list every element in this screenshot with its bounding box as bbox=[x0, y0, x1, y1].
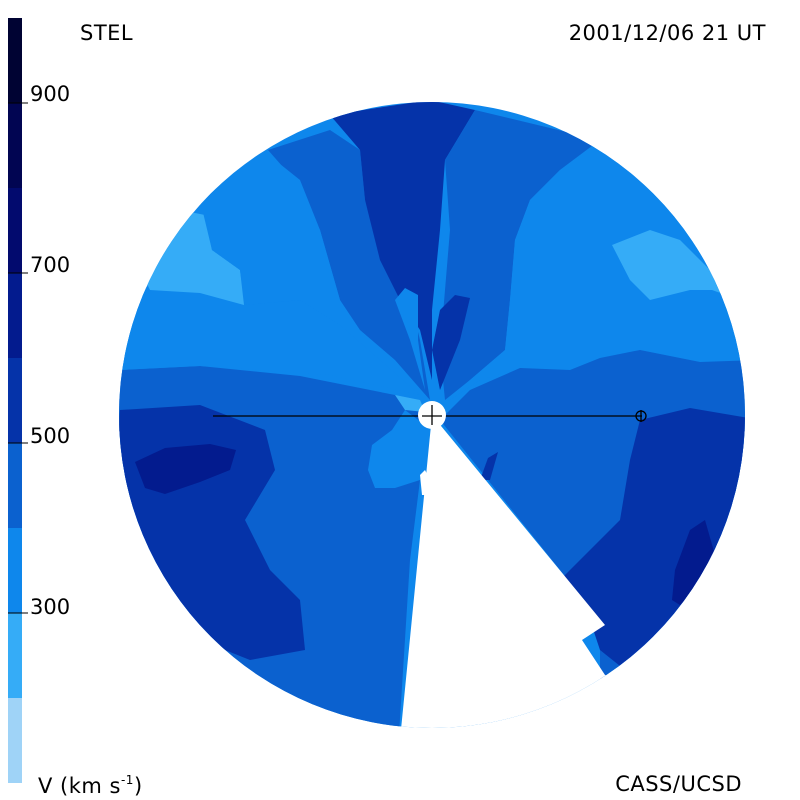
colorbar-tick-label: 900 bbox=[30, 82, 71, 106]
colorbar-band bbox=[8, 273, 22, 358]
contour-band-600-700 bbox=[672, 520, 715, 605]
contour-band-300-400 bbox=[395, 288, 425, 390]
contour-band-400-500 bbox=[440, 110, 600, 400]
contour-band-200-300 bbox=[612, 230, 740, 300]
colorbar-band bbox=[8, 358, 22, 443]
data-gap-wedge bbox=[398, 415, 745, 728]
colorbar-tick-label: 500 bbox=[30, 424, 71, 448]
colorbar-band bbox=[8, 443, 22, 528]
contour-band-200-300 bbox=[395, 395, 425, 412]
contour-band-400-500 bbox=[268, 130, 430, 400]
colorbar-band bbox=[8, 18, 22, 103]
colorbar-tick-label: 700 bbox=[30, 253, 71, 277]
colorbar-unit-label: V (km s-1) bbox=[38, 774, 143, 797]
contour-band-300-400 bbox=[200, 152, 340, 305]
station-label: STEL bbox=[80, 21, 134, 45]
credit-label: CASS/UCSD bbox=[615, 772, 742, 796]
colorbar-band bbox=[8, 188, 22, 273]
colorbar-tick-label: 300 bbox=[30, 595, 71, 619]
colorbar-band bbox=[8, 528, 22, 613]
data-gap-notch bbox=[420, 470, 430, 495]
colorbar-band bbox=[8, 698, 22, 783]
contour-band-300-400 bbox=[120, 270, 420, 395]
colorbar-band bbox=[8, 103, 22, 188]
unit-suffix: ) bbox=[133, 774, 143, 798]
unit-prefix: V (km s bbox=[38, 774, 121, 798]
contour-band-500-600 bbox=[330, 102, 475, 380]
contour-band-500-600 bbox=[480, 452, 498, 480]
colorbar-band bbox=[8, 613, 22, 698]
contour-band-600-700 bbox=[135, 444, 236, 494]
contour-band-300-400 bbox=[450, 140, 745, 400]
contour-band-300-400 bbox=[368, 410, 425, 488]
unit-superscript: -1 bbox=[120, 773, 134, 787]
colorbar bbox=[8, 18, 28, 783]
datetime-label: 2001/12/06 21 UT bbox=[568, 21, 766, 45]
contour-band-500-600 bbox=[432, 295, 470, 390]
